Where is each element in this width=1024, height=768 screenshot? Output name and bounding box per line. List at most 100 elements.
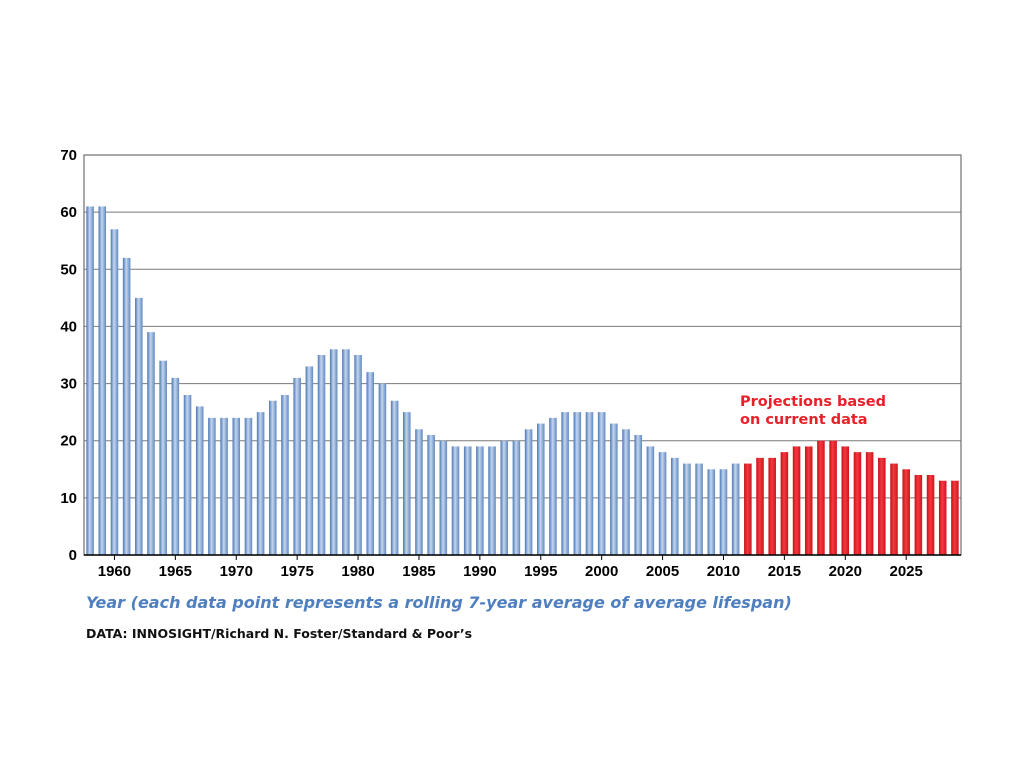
y-tick-label: 30	[60, 376, 77, 393]
historical-bar	[536, 423, 545, 555]
historical-bar	[86, 206, 94, 555]
y-tick-label: 60	[60, 204, 77, 221]
historical-bar	[269, 400, 277, 555]
historical-bar	[561, 412, 569, 555]
projection-bar	[865, 452, 874, 555]
x-tick-label: 1975	[280, 563, 313, 580]
y-tick-label: 50	[60, 261, 77, 278]
historical-bar	[195, 406, 204, 555]
historical-bar	[293, 377, 301, 555]
historical-bar	[256, 412, 265, 555]
x-tick-label: 2000	[585, 563, 618, 580]
historical-bar	[500, 440, 509, 555]
axes	[83, 154, 962, 560]
historical-bar	[220, 417, 228, 555]
projection-bar	[853, 452, 862, 555]
projection-bar	[926, 475, 935, 555]
projection-bar	[902, 469, 910, 555]
historical-bar	[147, 332, 155, 555]
historical-bar	[122, 257, 131, 555]
historical-bar	[476, 446, 484, 555]
historical-bar	[171, 377, 180, 555]
projection-bar	[768, 457, 776, 555]
projection-annotation-line-1: Projections based	[740, 394, 886, 410]
historical-bar	[646, 446, 655, 555]
historical-bar	[378, 383, 387, 555]
historical-bar	[695, 463, 703, 555]
projection-bar	[841, 446, 850, 555]
historical-bar	[549, 417, 557, 555]
x-tick-label: 1990	[463, 563, 496, 580]
projection-annotation-line-2: on current data	[740, 412, 868, 428]
historical-bar	[366, 372, 375, 555]
historical-bar	[597, 412, 606, 555]
projection-bar	[817, 440, 825, 555]
historical-bar	[232, 417, 241, 555]
historical-bar	[317, 355, 326, 555]
historical-bar	[281, 395, 289, 555]
projection-bar	[938, 480, 947, 555]
historical-bar	[244, 417, 253, 555]
x-tick-label: 1995	[524, 563, 557, 580]
x-tick-label: 2010	[707, 563, 740, 580]
y-tick-label: 70	[60, 147, 77, 164]
historical-bar	[658, 452, 667, 555]
historical-bar	[683, 463, 691, 555]
historical-bar	[342, 349, 350, 555]
historical-bar	[634, 435, 642, 555]
historical-bar	[159, 360, 167, 555]
x-tick-label: 1960	[98, 563, 131, 580]
projection-bar	[756, 457, 764, 555]
projection-bar	[878, 457, 886, 555]
historical-bar	[524, 429, 533, 555]
x-tick-label: 2005	[646, 563, 679, 580]
projection-bar	[804, 446, 813, 555]
historical-bar	[463, 446, 472, 555]
x-tick-label: 2025	[890, 563, 923, 580]
historical-bar	[670, 457, 679, 555]
historical-bar	[439, 440, 448, 555]
historical-bar	[451, 446, 460, 555]
x-tick-labels: 1960 1965 1970 1975 1980 1985 1990 1995 2000 2005…	[98, 563, 923, 580]
historical-bar	[585, 412, 594, 555]
y-tick-label: 0	[69, 547, 77, 564]
historical-bar	[305, 366, 314, 555]
projection-bar	[744, 463, 752, 555]
projection-bar	[829, 440, 837, 555]
historical-bar	[183, 395, 192, 555]
historical-bar	[208, 417, 216, 555]
projection-bar	[914, 475, 923, 555]
x-tick-label: 1965	[159, 563, 192, 580]
historical-bar	[427, 435, 435, 555]
x-axis-label: Year (each data point represents a rolli…	[86, 593, 792, 612]
projection-bar	[890, 463, 898, 555]
projection-bar	[951, 480, 959, 555]
x-tick-label: 1980	[341, 563, 374, 580]
historical-bar	[622, 429, 630, 555]
historical-bar	[110, 229, 119, 556]
y-tick-labels: 0 10 20 30 40 50 60 70	[60, 147, 77, 564]
x-tick-label: 1970	[220, 563, 253, 580]
historical-bar	[135, 297, 143, 555]
data-source: DATA: INNOSIGHT/Richard N. Foster/Standa…	[86, 626, 473, 641]
bars	[86, 206, 959, 556]
historical-bar	[707, 469, 716, 555]
historical-bar	[354, 355, 362, 555]
historical-bar	[512, 440, 521, 555]
y-tick-label: 40	[60, 318, 77, 335]
historical-bar	[488, 446, 496, 555]
x-tick-label: 1985	[402, 563, 435, 580]
x-tick-label: 2020	[829, 563, 862, 580]
historical-bar	[98, 206, 107, 555]
historical-bar	[415, 429, 423, 555]
projection-bar	[792, 446, 801, 555]
projection-bar	[780, 452, 789, 555]
historical-bar	[403, 412, 411, 555]
historical-bar	[573, 412, 582, 555]
historical-bar	[329, 349, 338, 555]
historical-bar	[731, 463, 740, 555]
historical-bar	[390, 400, 399, 555]
y-tick-label: 20	[60, 433, 77, 450]
y-tick-label: 10	[60, 490, 77, 507]
